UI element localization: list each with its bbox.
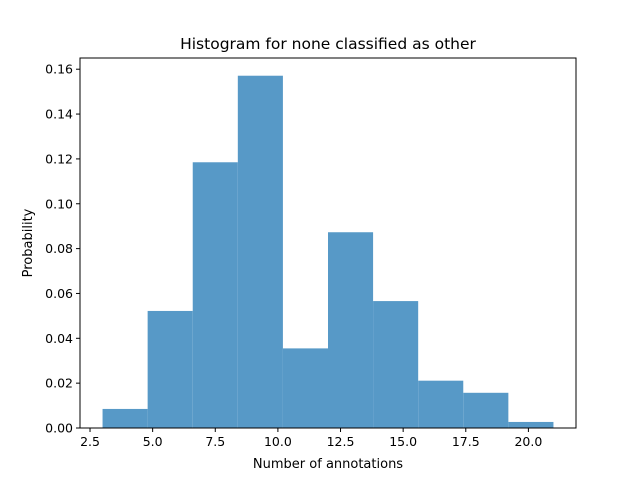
x-tick-label-1: 5.0 bbox=[143, 434, 163, 449]
histogram-bar-8 bbox=[463, 392, 509, 428]
x-tick-label-4: 12.5 bbox=[327, 434, 355, 449]
x-axis-ticks: 2.5 5.0 7.5 10.0 12.5 15.0 17.5 20.0 bbox=[80, 428, 542, 449]
y-tick-label-6: 0.12 bbox=[45, 151, 73, 166]
y-tick-label-7: 0.14 bbox=[45, 107, 73, 122]
y-tick-label-0: 0.00 bbox=[45, 421, 73, 436]
y-tick-label-8: 0.16 bbox=[45, 62, 73, 77]
x-tick-label-0: 2.5 bbox=[80, 434, 100, 449]
histogram-bar-9 bbox=[508, 421, 554, 428]
x-tick-label-6: 17.5 bbox=[452, 434, 480, 449]
x-tick-label-7: 20.0 bbox=[514, 434, 542, 449]
histogram-bar-4 bbox=[282, 348, 328, 428]
y-tick-label-5: 0.10 bbox=[45, 196, 73, 211]
y-axis-label: Probability bbox=[21, 208, 36, 277]
y-tick-label-2: 0.04 bbox=[45, 331, 73, 346]
y-tick-label-4: 0.08 bbox=[45, 241, 73, 256]
x-tick-label-2: 7.5 bbox=[205, 434, 225, 449]
histogram-bar-1 bbox=[147, 310, 193, 428]
x-axis-label: Number of annotations bbox=[253, 457, 403, 472]
x-tick-label-3: 10.0 bbox=[264, 434, 292, 449]
y-axis-ticks: 0.00 0.02 0.04 0.06 0.08 0.10 0.12 0.14 0.16 bbox=[45, 62, 80, 436]
histogram-bar-6 bbox=[373, 301, 419, 428]
histogram-bar-5 bbox=[328, 232, 374, 428]
chart-title: Histogram for none classified as other bbox=[180, 35, 476, 53]
x-tick-label-5: 15.0 bbox=[389, 434, 417, 449]
bars-group bbox=[102, 75, 554, 428]
histogram-bar-0 bbox=[102, 408, 148, 428]
histogram-bar-3 bbox=[237, 75, 283, 428]
y-tick-label-3: 0.06 bbox=[45, 286, 73, 301]
histogram-bar-2 bbox=[192, 162, 238, 428]
y-tick-label-1: 0.02 bbox=[45, 376, 73, 391]
plot-frame bbox=[79, 57, 577, 429]
histogram-bar-7 bbox=[418, 380, 464, 428]
